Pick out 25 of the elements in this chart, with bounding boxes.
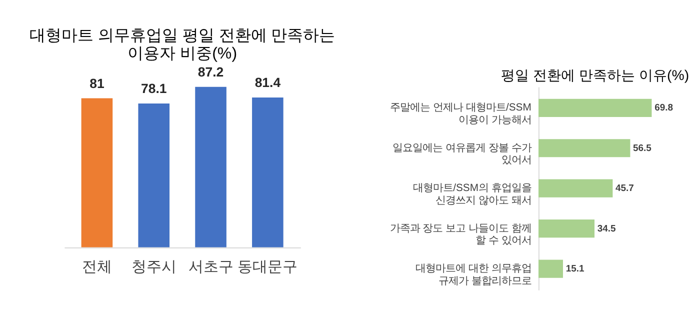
bar [538, 220, 594, 238]
bar [538, 98, 652, 117]
bar [538, 139, 630, 158]
data-label: 81.4 [254, 75, 282, 90]
data-label: 56.5 [633, 142, 652, 154]
y-tick-label: 일요일에는 여유롭게 장볼 수가 있어서 [392, 142, 532, 166]
data-label: 81 [90, 76, 104, 91]
chart-title: 대형마트 의무휴업일 평일 전환에 만족하는 이용자 비중(%) [29, 26, 336, 62]
y-tick-label: 대형마트에 대한 의무휴업 규제가 불합리하므로 [416, 264, 532, 287]
data-label: 34.5 [597, 223, 616, 234]
x-tick-label: 청주시 [131, 258, 176, 276]
data-label: 78.1 [141, 81, 167, 96]
data-label: 15.1 [566, 264, 584, 275]
x-tick-label: 전체 [82, 258, 112, 276]
x-tick-label: 동대문구 [238, 258, 298, 276]
data-label: 45.7 [616, 183, 634, 194]
bar [538, 179, 613, 198]
y-tick-label: 대형마트/SSM의 휴업일을 신경쓰지 않아도 돼서 [413, 183, 532, 206]
data-label: 87.2 [198, 64, 224, 80]
chart-title: 평일 전환에 만족하는 이유(%) [501, 68, 690, 84]
data-label: 69.8 [654, 102, 674, 114]
y-tick-label: 주말에는 언제나 대형마트/SSM 이용이 가능해서 [390, 102, 532, 126]
bar [538, 260, 563, 278]
x-tick-label: 서초구 [188, 258, 234, 276]
y-tick-label: 가족과 장도 보고 나들이도 함께 할 수 있어서 [390, 223, 532, 247]
